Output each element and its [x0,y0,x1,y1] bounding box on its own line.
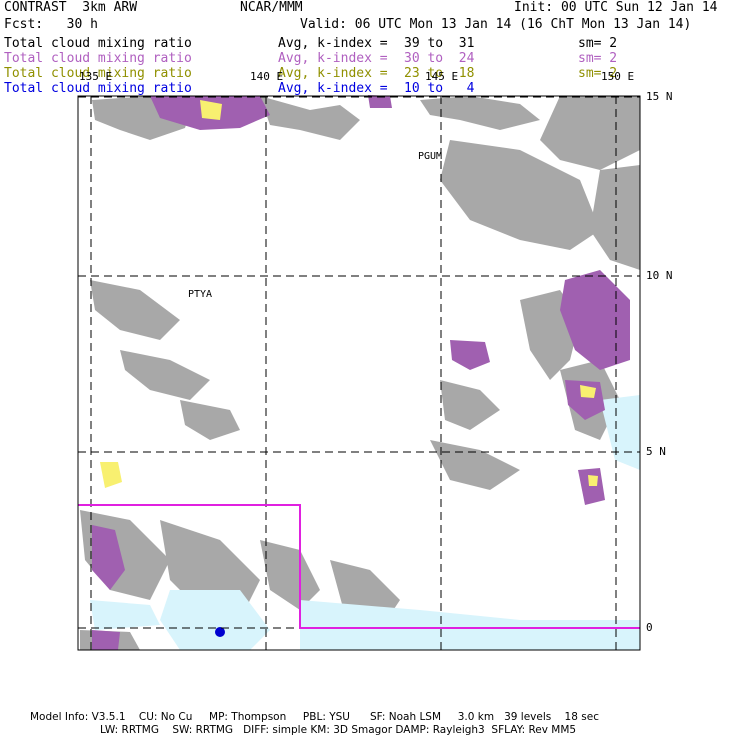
field-range: 30 to 24 [404,51,475,66]
lat-label: 0 [646,621,653,634]
lat-label: 15 N [646,90,673,103]
lon-label: 135 E [79,70,113,83]
model-info-line1: Model Info: V3.5.1 CU: No Cu MP: Thompso… [30,711,599,723]
lon-label: 145 E [425,70,459,83]
field-avg: Avg, k-index = [278,66,388,81]
purple-cloud-areas [92,95,630,650]
lon-label: 150 E [601,70,635,83]
blue-cloud-core [215,627,225,637]
model-info-line2: LW: RRTMG SW: RRTMG DIFF: simple KM: 3D … [100,724,577,736]
yellow-cloud-areas [100,100,598,488]
org-label: NCAR/MMM [240,0,303,15]
field-name: Total cloud mixing ratio [4,51,192,66]
station-label: PTYA [188,289,213,300]
field-avg: Avg, k-index = [278,51,388,66]
lon-label: 140 E [250,70,284,83]
field-range: 39 to 31 [404,36,475,51]
lat-label: 5 N [646,445,666,458]
field-name: Total cloud mixing ratio [4,36,192,51]
field-sm: sm= 2 [578,66,618,81]
lat-label: 10 N [646,269,673,282]
field-range: 23 to 18 [404,66,475,81]
field-avg: Avg, k-index = [278,81,388,96]
map-frame [77,95,641,651]
light-blue-cloud-areas [90,395,640,650]
grid-lines [78,96,640,650]
field-range: 10 to 4 [404,81,475,96]
forecast-hour: Fcst: 30 h [4,17,98,32]
field-name: Total cloud mixing ratio [4,66,192,81]
station-label: PGUM [418,151,443,162]
field-name: Total cloud mixing ratio [4,81,192,96]
field-avg: Avg, k-index = [278,36,388,51]
valid-time: Valid: 06 UTC Mon 13 Jan 14 (16 ChT Mon … [300,17,692,32]
field-sm: sm= 2 [578,51,618,66]
model-title: CONTRAST 3km ARW [4,0,138,15]
field-sm: sm= 2 [578,36,618,51]
init-time: Init: 00 UTC Sun 12 Jan 14 [514,0,718,15]
analysis-box-outline [78,504,640,629]
gray-cloud-areas [80,96,640,650]
